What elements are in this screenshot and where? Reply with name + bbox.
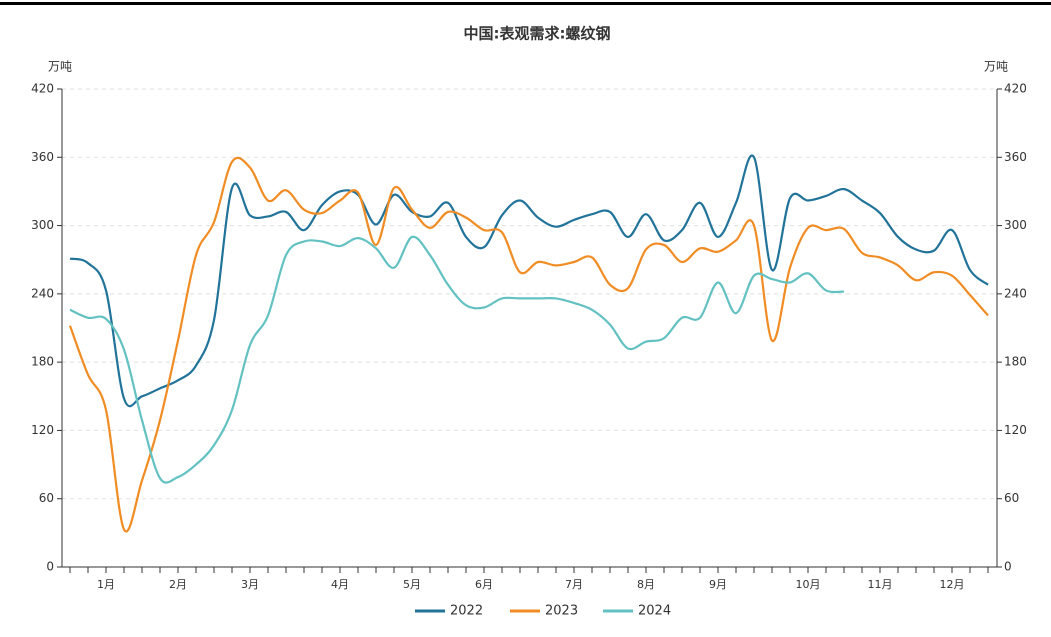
x-tick-label: 12月 (940, 578, 965, 591)
y-tick-label: 420 (31, 82, 54, 96)
x-tick-label: 11月 (868, 578, 893, 591)
x-tick-label: 8月 (637, 578, 655, 591)
y2-tick-label: 300 (1004, 218, 1027, 232)
series-line (68, 156, 989, 533)
x-tick-label: 7月 (565, 578, 583, 591)
y2-tick-label: 360 (1004, 150, 1027, 164)
y-tick-label: 60 (39, 491, 54, 505)
y2-tick-label: 0 (1004, 560, 1012, 574)
x-tick-label: 3月 (241, 578, 259, 591)
x-tick-label: 2月 (169, 578, 187, 591)
series-line (69, 154, 989, 408)
y2-tick-label: 120 (1004, 423, 1027, 437)
y2-tick-label: 60 (1004, 491, 1019, 505)
x-tick-label: 6月 (475, 578, 493, 591)
y2-tick-label: 420 (1004, 82, 1027, 96)
y-tick-label: 0 (46, 560, 54, 574)
top-border (0, 2, 1051, 5)
y2-axis-label: 万吨 (984, 60, 1008, 74)
y-tick-label: 300 (31, 218, 54, 232)
x-tick-label: 9月 (709, 578, 727, 591)
legend-label: 2024 (638, 604, 671, 619)
y-tick-label: 360 (31, 150, 54, 164)
x-tick-label: 5月 (403, 578, 421, 591)
y-tick-label: 180 (31, 355, 54, 369)
x-tick-label: 10月 (796, 578, 821, 591)
chart-title: 中国:表观需求:螺纹钢 (464, 25, 611, 43)
y2-tick-label: 240 (1004, 286, 1027, 300)
y-axis-label: 万吨 (48, 60, 72, 74)
y-tick-label: 120 (31, 423, 54, 437)
y-tick-label: 240 (31, 286, 54, 300)
x-tick-label: 1月 (97, 578, 115, 591)
legend-label: 2023 (545, 604, 578, 619)
series-line (69, 235, 845, 484)
x-tick-label: 4月 (331, 578, 349, 591)
legend-label: 2022 (450, 604, 483, 619)
y2-tick-label: 180 (1004, 355, 1027, 369)
